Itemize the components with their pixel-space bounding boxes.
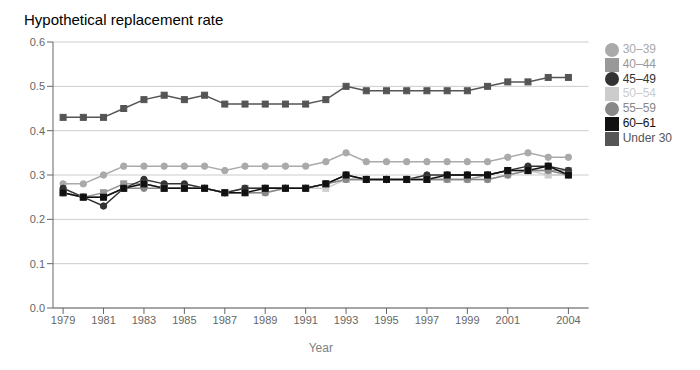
html-text:55–59: 55–59 <box>622 101 656 116</box>
html-text:Hypothetical replacement rate: Hypothetical replacement rate <box>24 11 224 28</box>
svg-text:1981: 1981 <box>91 314 115 326</box>
html-text:Under 30: Under 30 <box>622 131 672 145</box>
svg-text:1985: 1985 <box>172 314 196 326</box>
svg-text:1991: 1991 <box>293 314 317 326</box>
svg-text:1997: 1997 <box>415 314 439 326</box>
html-text:45–49: 45–49 <box>622 71 656 86</box>
svg-text:1983: 1983 <box>132 314 156 326</box>
svg-text:2001: 2001 <box>496 314 520 326</box>
svg-text:0.6: 0.6 <box>30 36 45 48</box>
html-text:50–54: 50–54 <box>622 86 656 101</box>
html-text:60–61: 60–61 <box>622 116 656 131</box>
svg-text:1987: 1987 <box>213 314 237 326</box>
svg-text:1995: 1995 <box>374 314 398 326</box>
svg-text:1989: 1989 <box>253 314 277 326</box>
svg-text:1999: 1999 <box>455 314 479 326</box>
svg-text:0.0: 0.0 <box>30 302 45 314</box>
svg-text:2004: 2004 <box>556 314 580 326</box>
html-text:40–44: 40–44 <box>622 56 656 71</box>
svg-text:0.1: 0.1 <box>30 258 45 270</box>
html-text:30–39: 30–39 <box>622 42 656 56</box>
svg-text:0.5: 0.5 <box>30 80 45 92</box>
svg-text:0.4: 0.4 <box>30 125 45 137</box>
svg-text:1993: 1993 <box>334 314 358 326</box>
svg-text:0.2: 0.2 <box>30 213 45 225</box>
svg-text:0.3: 0.3 <box>30 169 45 181</box>
svg-text:Year: Year <box>309 341 333 355</box>
svg-text:1979: 1979 <box>51 314 75 326</box>
